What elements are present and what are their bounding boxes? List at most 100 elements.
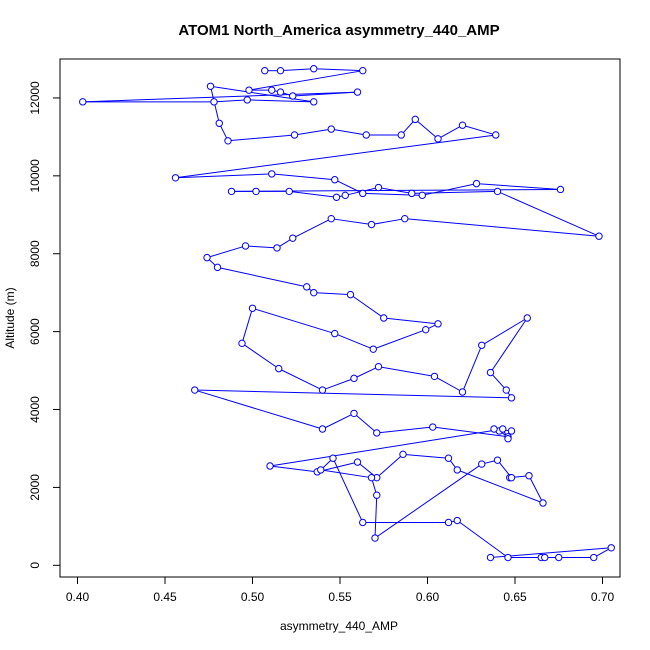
data-point	[429, 423, 437, 431]
data-point	[310, 98, 318, 106]
series-segment	[462, 124, 496, 136]
series-segment	[194, 389, 512, 399]
data-point	[289, 92, 297, 100]
series-segment	[320, 469, 372, 479]
x-tick-label: 0.70	[591, 590, 615, 604]
x-tick-label: 0.50	[241, 590, 265, 604]
data-point	[525, 472, 533, 480]
data-point	[590, 553, 598, 562]
data-point	[243, 96, 251, 104]
series-segment	[462, 345, 483, 393]
data-point	[268, 170, 276, 178]
data-point	[493, 456, 502, 464]
series-segment	[476, 183, 561, 190]
data-point	[502, 386, 510, 394]
series-segment	[350, 294, 385, 319]
series-segment	[294, 128, 332, 136]
x-tick-label: 0.40	[66, 590, 90, 604]
y-tick-label: 4000	[28, 396, 42, 423]
series-segment	[252, 307, 335, 335]
data-point	[359, 518, 367, 527]
data-point	[213, 263, 222, 272]
data-point	[275, 364, 283, 373]
data-point	[478, 341, 486, 349]
series-segment	[289, 190, 337, 198]
data-point	[399, 450, 407, 459]
data-point	[285, 187, 293, 196]
data-point	[359, 66, 367, 75]
data-point	[206, 82, 215, 90]
data-point	[318, 386, 327, 394]
series-segment	[334, 333, 374, 350]
data-point	[373, 429, 381, 437]
series-segment	[456, 520, 509, 558]
data-point	[252, 187, 260, 196]
data-point	[444, 518, 453, 527]
series-segment	[269, 428, 503, 467]
series-segment	[247, 99, 314, 103]
data-point	[458, 388, 467, 396]
series-segment	[227, 134, 295, 142]
series-segment	[269, 465, 318, 473]
data-point	[79, 98, 87, 106]
data-point	[210, 98, 218, 106]
data-point	[353, 88, 362, 96]
y-axis-label: Altitude (m)	[3, 287, 17, 348]
data-point	[367, 220, 376, 229]
series-segment	[331, 218, 372, 226]
data-point	[422, 325, 430, 334]
series-segment	[292, 218, 332, 239]
data-point	[224, 137, 232, 145]
series-segment	[334, 179, 363, 194]
data-point	[359, 189, 367, 198]
data-point	[539, 499, 547, 507]
data-point	[171, 174, 180, 182]
data-point	[303, 283, 311, 291]
y-axis: 0 2000 4000 6000 8000 10000 12000	[28, 81, 61, 569]
data-point	[331, 176, 339, 184]
series-lines	[82, 68, 612, 559]
series-segment	[404, 218, 600, 237]
data-point	[289, 234, 297, 242]
y-tick-label: 2000	[28, 474, 42, 501]
data-point	[444, 454, 453, 462]
data-point	[203, 253, 211, 262]
series-segment	[373, 329, 426, 350]
series-segment	[497, 190, 600, 237]
x-tick-label: 0.65	[503, 590, 527, 604]
data-point	[317, 466, 325, 474]
data-point	[318, 425, 327, 433]
series-segment	[437, 124, 463, 140]
y-tick-label: 6000	[28, 318, 42, 345]
data-point	[486, 368, 495, 377]
data-point	[556, 185, 565, 194]
series-segment	[213, 99, 248, 103]
data-point	[215, 119, 223, 127]
series-segment	[278, 368, 323, 391]
series-segment	[411, 190, 498, 194]
series-segment	[457, 469, 544, 504]
data-point	[362, 131, 370, 139]
series-segment	[422, 183, 477, 196]
series-segment	[353, 366, 379, 379]
data-point	[504, 435, 512, 443]
data-point	[499, 425, 507, 433]
y-tick-label: 0	[28, 562, 42, 569]
data-point	[472, 179, 481, 188]
series-segment	[374, 495, 378, 539]
data-point	[434, 320, 442, 328]
series-segment	[280, 68, 314, 72]
series-segment	[175, 134, 496, 179]
data-point	[478, 460, 486, 468]
data-point	[245, 86, 253, 94]
series-segment	[217, 266, 307, 288]
series-segment	[331, 128, 367, 136]
data-point	[453, 466, 461, 474]
y-tick-label: 10000	[28, 159, 42, 193]
data-point	[241, 242, 250, 250]
data-point	[595, 232, 603, 240]
data-point	[541, 553, 549, 562]
series-segment	[434, 375, 463, 393]
series-segment	[490, 372, 507, 391]
